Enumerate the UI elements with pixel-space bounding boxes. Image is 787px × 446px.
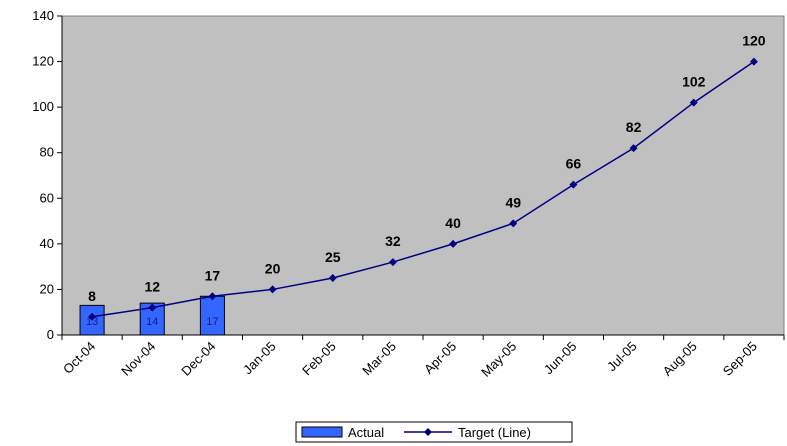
y-tick-label: 40 bbox=[40, 236, 54, 251]
target-point bbox=[749, 57, 758, 66]
y-tick-label: 80 bbox=[40, 145, 54, 160]
target-point bbox=[148, 303, 157, 312]
x-axis: Oct-04 Nov-04 Dec-04 Jan-05 Feb-05 Mar-05 Apr-… bbox=[60, 334, 785, 380]
target-point bbox=[689, 98, 698, 107]
data-labels: 13 14 17 8 12 17 20 25 32 40 49 66 82 102 120 bbox=[86, 33, 766, 328]
x-tick-label: May-05 bbox=[478, 339, 519, 380]
x-tick-label: Dec-04 bbox=[178, 339, 218, 379]
actual-value-label: 13 bbox=[86, 316, 98, 328]
target-point bbox=[268, 285, 277, 294]
y-tick-label: 0 bbox=[47, 327, 54, 342]
x-tick-label: Sep-05 bbox=[720, 339, 760, 379]
x-tick-label: Nov-04 bbox=[118, 339, 158, 379]
target-value-label: 32 bbox=[385, 233, 401, 249]
y-tick-label: 120 bbox=[32, 54, 54, 69]
target-point bbox=[449, 239, 458, 248]
legend-label-target: Target (Line) bbox=[458, 425, 531, 440]
target-value-label: 25 bbox=[325, 249, 341, 265]
target-point bbox=[88, 312, 97, 321]
target-value-label: 12 bbox=[144, 279, 160, 295]
legend: Actual Target (Line) bbox=[295, 421, 573, 443]
x-tick-label: Jan-05 bbox=[240, 339, 279, 378]
y-tick-label: 60 bbox=[40, 190, 54, 205]
target-value-label: 8 bbox=[88, 288, 96, 304]
x-tick-label: Mar-05 bbox=[359, 339, 399, 379]
y-axis: 0 20 40 60 80 100 120 140 bbox=[32, 8, 63, 342]
target-line-series bbox=[88, 57, 758, 321]
actual-value-label: 14 bbox=[146, 316, 158, 328]
y-tick-label: 20 bbox=[40, 281, 54, 296]
actual-value-label: 17 bbox=[206, 316, 218, 328]
target-value-label: 20 bbox=[265, 260, 281, 276]
y-tick-label: 140 bbox=[32, 8, 54, 23]
x-tick-label: Oct-04 bbox=[60, 339, 98, 377]
target-point bbox=[629, 144, 638, 153]
x-tick-label: Aug-05 bbox=[660, 339, 700, 379]
target-value-label: 49 bbox=[505, 194, 521, 210]
x-tick-label: Apr-05 bbox=[421, 339, 459, 377]
target-value-label: 120 bbox=[742, 33, 766, 49]
target-value-label: 40 bbox=[445, 215, 461, 231]
legend-swatch-target-marker bbox=[424, 428, 432, 436]
plot-area bbox=[61, 15, 785, 336]
x-tick-label: Feb-05 bbox=[299, 339, 339, 379]
y-tick-label: 100 bbox=[32, 99, 54, 114]
target-value-label: 82 bbox=[626, 119, 642, 135]
target-point bbox=[388, 258, 397, 267]
actual-bar bbox=[199, 295, 225, 336]
target-point bbox=[569, 180, 578, 189]
legend-swatch-actual bbox=[301, 426, 343, 438]
x-tick-label: Jul-05 bbox=[604, 339, 640, 375]
x-tick-label: Jun-05 bbox=[541, 339, 580, 378]
target-value-label: 17 bbox=[205, 267, 221, 283]
target-line bbox=[91, 60, 755, 318]
target-point bbox=[208, 292, 217, 301]
legend-label-actual: Actual bbox=[348, 425, 384, 440]
target-point bbox=[328, 274, 337, 283]
target-point bbox=[509, 219, 518, 228]
target-value-label: 102 bbox=[682, 74, 706, 90]
target-value-label: 66 bbox=[566, 156, 582, 172]
